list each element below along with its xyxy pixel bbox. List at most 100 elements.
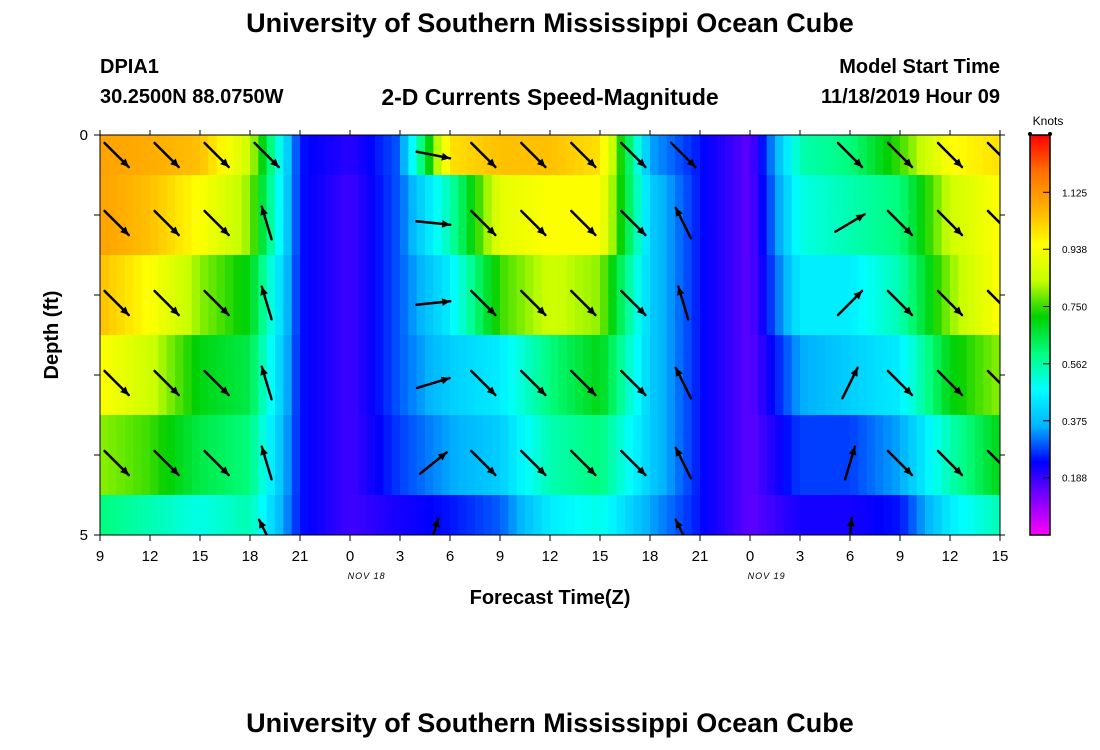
- y-tick-label: 5: [80, 527, 88, 544]
- heatmap-cell: [166, 495, 176, 535]
- heatmap-cell: [166, 135, 176, 176]
- heatmap-cell: [883, 415, 893, 496]
- heatmap-cell: [608, 415, 618, 496]
- current-vector: [834, 213, 866, 233]
- heatmap-cell: [750, 135, 759, 176]
- heatmap-cell: [633, 415, 643, 496]
- heatmap-cell: [225, 495, 234, 535]
- heatmap-cell: [316, 495, 326, 535]
- heatmap-cell: [825, 255, 834, 336]
- heatmap-cell: [291, 135, 301, 176]
- heatmap-cell: [391, 255, 401, 336]
- heatmap-cell: [333, 135, 343, 176]
- heatmap-cell: [508, 495, 518, 535]
- heatmap-cell: [333, 415, 343, 496]
- heatmap-cell: [375, 335, 384, 416]
- heatmap-cell: [408, 255, 418, 336]
- heatmap-cell: [766, 415, 776, 496]
- heatmap-cell: [316, 255, 326, 336]
- heatmap-cell: [725, 335, 734, 416]
- current-vector: [431, 517, 440, 535]
- heatmap-cell: [300, 175, 309, 256]
- heatmap-cell: [108, 335, 118, 416]
- heatmap-cell: [866, 335, 876, 416]
- heatmap-cell: [150, 175, 159, 256]
- current-vector: [260, 285, 273, 321]
- heatmap-cell: [633, 135, 643, 176]
- heatmap-cell: [216, 255, 226, 336]
- heatmap-cell: [808, 135, 818, 176]
- heatmap-cell: [625, 175, 634, 256]
- heatmap-cell: [158, 175, 168, 256]
- heatmap-cell: [441, 175, 451, 256]
- heatmap-cell: [766, 135, 776, 176]
- current-vector: [470, 141, 497, 169]
- heatmap-cell: [158, 495, 168, 535]
- heatmap-cell: [133, 255, 143, 336]
- current-vector: [203, 289, 230, 317]
- heatmap-cell: [233, 415, 243, 496]
- heatmap-cell: [325, 335, 334, 416]
- heatmap-cell: [358, 175, 368, 256]
- heatmap-cell: [350, 415, 359, 496]
- heatmap-cell: [491, 255, 501, 336]
- heatmap-cell: [733, 415, 743, 496]
- heatmap-cell: [116, 415, 126, 496]
- heatmap-cell: [566, 415, 576, 496]
- heatmap-cell: [983, 135, 993, 176]
- heatmap-cell: [683, 495, 693, 535]
- heatmap-cell: [366, 335, 376, 416]
- heatmap-cell: [825, 135, 834, 176]
- heatmap-cell: [616, 415, 626, 496]
- heatmap-cell: [733, 335, 743, 416]
- heatmap-cell: [625, 415, 634, 496]
- heatmap-cell: [725, 495, 734, 535]
- heatmap-cell: [833, 335, 843, 416]
- heatmap-cell: [525, 415, 534, 496]
- date-label: NOV 18: [348, 571, 386, 581]
- heatmap-cell: [441, 135, 451, 176]
- heatmap-cell: [733, 135, 743, 176]
- heatmap-cell: [675, 255, 684, 336]
- heatmap-cell: [925, 495, 934, 535]
- heatmap-cell: [650, 495, 659, 535]
- heatmap-cell: [983, 415, 993, 496]
- heatmap-cell: [516, 135, 526, 176]
- heatmap-cell: [483, 175, 493, 256]
- heatmap-cell: [758, 135, 768, 176]
- heatmap-cell: [175, 175, 184, 256]
- heatmap-cell: [983, 255, 993, 336]
- heatmap-cell: [183, 135, 193, 176]
- heatmap-cell: [225, 175, 234, 256]
- heatmap-cell: [708, 135, 718, 176]
- heatmap-cell: [850, 495, 859, 535]
- heatmap-cell: [283, 415, 293, 496]
- heatmap-cell: [500, 495, 509, 535]
- heatmap-cell: [750, 415, 759, 496]
- heatmap-cell: [175, 255, 184, 336]
- heatmap-cell: [575, 495, 584, 535]
- heatmap-cell: [841, 415, 851, 496]
- heatmap-cell: [216, 495, 226, 535]
- heatmap-cell: [291, 415, 301, 496]
- heatmap-cell: [575, 175, 584, 256]
- heatmap-cell: [875, 335, 884, 416]
- heatmap-cell: [808, 175, 818, 256]
- heatmap-cell: [775, 335, 784, 416]
- current-vector: [103, 141, 130, 169]
- heatmap-cell: [241, 415, 251, 496]
- colorbar-corner-dot: [1028, 132, 1032, 136]
- heatmap-cell: [141, 255, 151, 336]
- heatmap-cell: [750, 335, 759, 416]
- heatmap-cell: [175, 495, 184, 535]
- heatmap-cell: [108, 415, 118, 496]
- current-vector: [260, 205, 273, 241]
- heatmap-cell: [308, 175, 318, 256]
- heatmap-cell: [441, 495, 451, 535]
- heatmap-cell: [800, 495, 809, 535]
- current-vector: [936, 209, 964, 237]
- heatmap-cell: [366, 415, 376, 496]
- heatmap-cell: [783, 135, 793, 176]
- heatmap-cell: [941, 135, 951, 176]
- current-vector: [103, 369, 130, 397]
